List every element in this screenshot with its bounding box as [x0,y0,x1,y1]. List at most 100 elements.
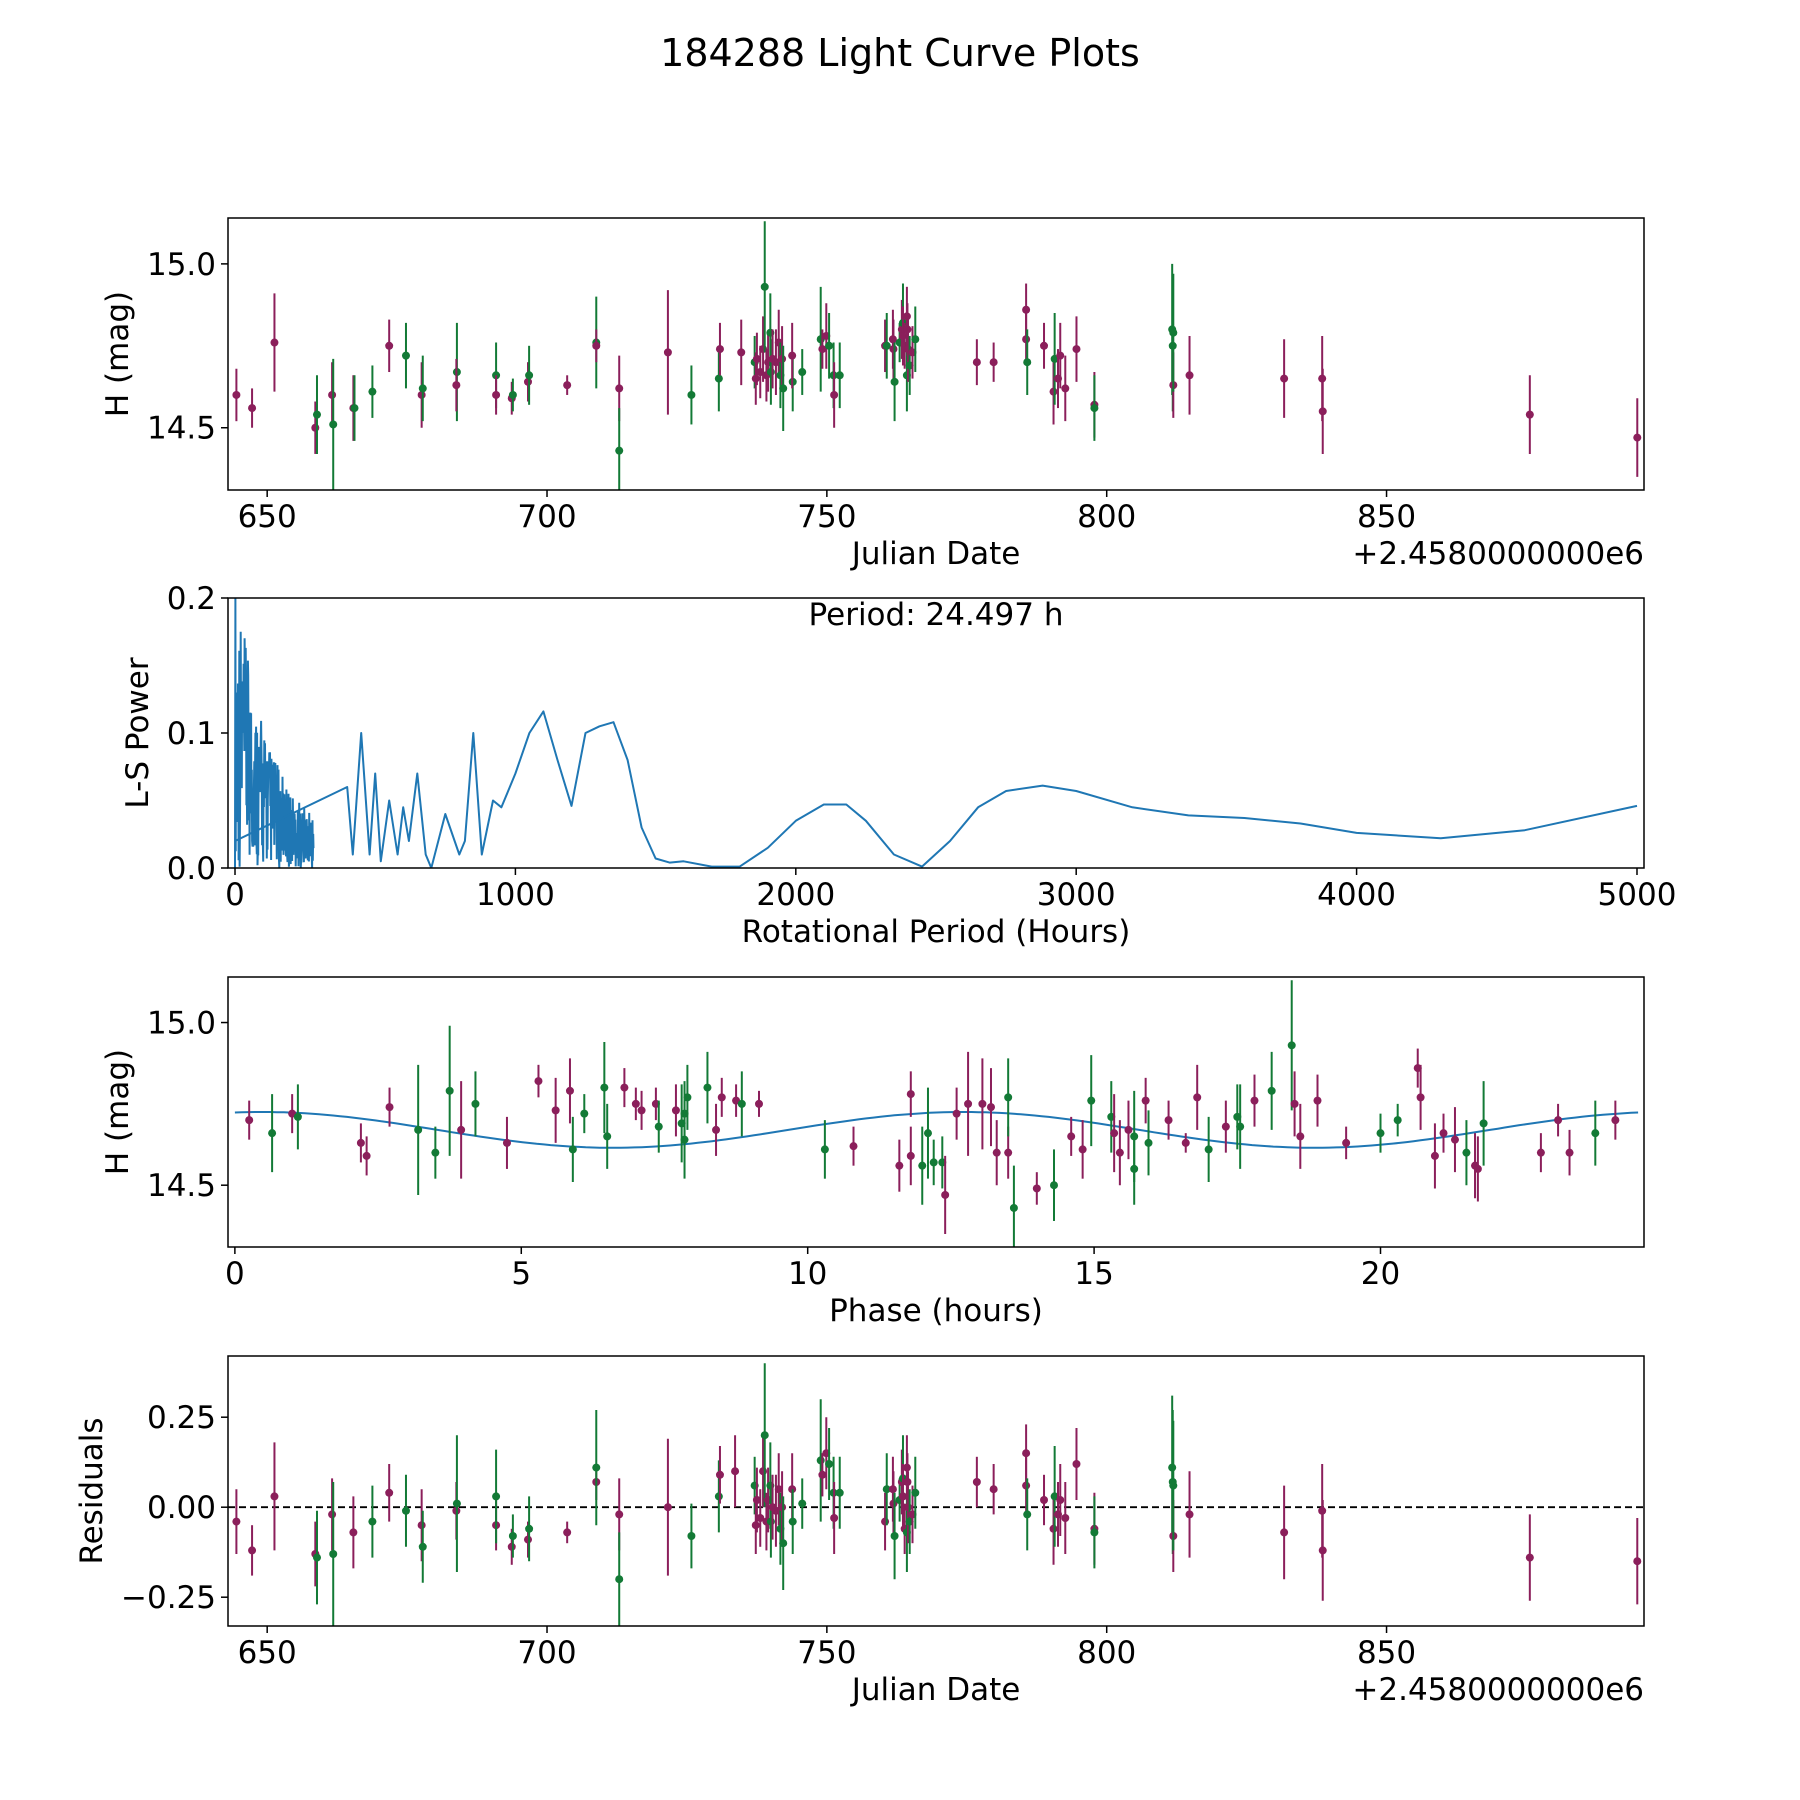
x-tick-label: 5000 [1598,877,1677,913]
data-point [752,354,761,363]
data-point [1078,1145,1087,1154]
data-point [882,341,891,350]
data-point [1072,1460,1081,1468]
data-point [778,1503,787,1512]
x-tick-label: 700 [517,1635,576,1671]
data-point [992,1148,1001,1157]
data-point [715,1470,724,1479]
data-point [362,1151,371,1160]
data-point [1004,1148,1013,1157]
data-point [592,1463,601,1472]
data-point [911,335,920,344]
x-tick-label: 750 [797,499,856,535]
data-point [1193,1093,1202,1102]
x-axis-label: Julian Date [850,536,1021,572]
x-offset-label: +2.4580000000e6 [1352,1672,1644,1708]
y-tick-label: −0.25 [121,1580,216,1616]
x-offset-label: +2.4580000000e6 [1352,536,1644,572]
x-tick-label: 10 [788,1256,827,1292]
data-point [895,1161,904,1170]
x-tick-label: 15 [1074,1256,1113,1292]
data-point [1056,1496,1065,1504]
data-point [356,1138,365,1147]
data-point [270,1492,279,1501]
data-point [523,1535,532,1544]
panel-residuals: 650 700 750 800 850 0.25 0.00 −0.25 Julian Date R… [74,1355,1645,1708]
data-point [798,368,807,377]
axes-frame [227,1355,1645,1627]
data-point [818,1470,827,1479]
data-point [525,371,534,380]
data-point [615,1575,624,1584]
data-point [1185,371,1194,380]
plot-area [234,980,1639,1247]
data-point [293,1112,302,1121]
panel-phased: 0 5 10 15 20 15.0 14.5 Phase (hours) H (mag) [100,976,1645,1329]
period-annotation: Period: 24.497 h [809,597,1064,633]
data-point [1067,1132,1076,1141]
data-point [798,1499,807,1508]
data-point [615,1510,624,1519]
data-point [906,1090,915,1099]
axes-frame [227,217,1645,491]
y-tick-label: 15.0 [147,247,216,283]
data-point [1296,1132,1305,1141]
data-point [328,390,337,399]
data-point [779,384,788,393]
data-point [620,1083,629,1092]
data-point [270,338,279,347]
data-point [906,1151,915,1160]
data-point [683,1093,692,1102]
data-point [1473,1164,1482,1173]
data-point [1439,1129,1448,1138]
y-axis-label: Residuals [74,1417,110,1564]
data-point [766,1517,775,1526]
data-point [818,345,827,354]
data-point [972,1478,981,1486]
data-point [1169,1481,1178,1490]
data-point [312,410,321,419]
data-point [715,345,724,354]
data-point [890,1532,899,1540]
x-tick-label: 5 [511,1256,531,1292]
model-curve [234,1111,1639,1149]
y-tick-label: 0.1 [167,716,216,752]
data-point [717,1093,726,1102]
data-point [1318,1546,1327,1555]
data-point [452,381,461,390]
data-point [1185,1510,1194,1519]
data-point [414,1125,423,1134]
data-point [788,1517,797,1526]
data-point [1536,1148,1545,1157]
periodogram-noise [234,598,315,868]
data-point [565,1086,574,1095]
y-tick-label: 15.0 [147,1006,216,1042]
data-point [368,1517,377,1526]
data-point [890,377,899,386]
data-point [703,1083,712,1092]
data-point [563,1528,572,1537]
data-point [312,1553,321,1562]
y-axis-label: L-S Power [120,657,156,808]
data-point [1004,1093,1013,1102]
y-tick-label: 0.00 [147,1490,216,1526]
data-point [714,374,723,383]
data-point [751,374,760,383]
data-point [1462,1148,1471,1157]
data-point [1280,374,1289,383]
data-point [1072,345,1081,354]
data-point [1287,1041,1296,1050]
axes-frame [227,976,1645,1248]
data-point [563,381,572,390]
data-point [911,1488,920,1497]
data-point [268,1129,277,1138]
data-point [830,1514,839,1522]
periodogram-line [234,710,1638,868]
data-point [898,1492,907,1501]
y-tick-label: 0.2 [167,581,216,617]
data-point [952,1109,961,1118]
data-point [329,1550,338,1558]
data-point [825,1460,834,1468]
data-point [816,1456,825,1465]
data-point [972,358,981,367]
